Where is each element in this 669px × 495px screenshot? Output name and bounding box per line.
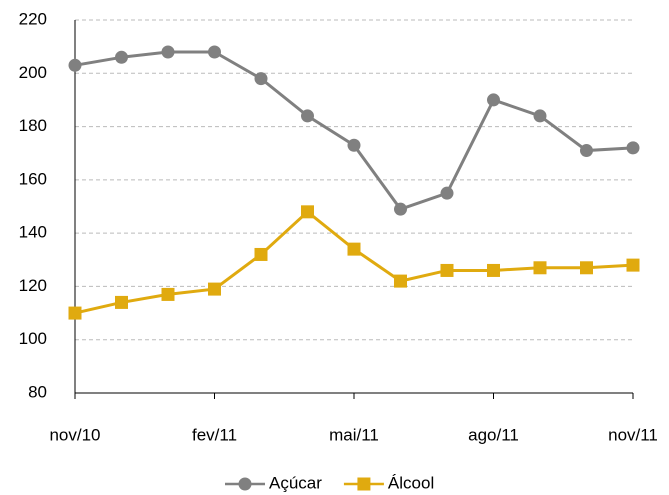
legend-label: Álcool: [388, 473, 434, 492]
data-point: [533, 261, 547, 275]
x-tick-label: ago/11: [468, 425, 519, 444]
data-point: [161, 45, 175, 59]
data-point: [440, 263, 454, 277]
series-line: [74, 50, 634, 211]
data-point: [487, 93, 500, 107]
data-point: [487, 263, 500, 277]
data-point: [626, 258, 640, 272]
y-tick-label: 200: [19, 63, 47, 82]
data-point: [115, 50, 128, 64]
legend-label: Açúcar: [269, 473, 322, 492]
legend-marker: [357, 477, 371, 491]
data-point: [68, 306, 82, 320]
data-point: [347, 138, 361, 152]
x-tick-label: fev/11: [192, 425, 237, 444]
data-point: [301, 205, 314, 219]
y-tick-label: 160: [19, 169, 47, 188]
x-tick-label: nov/11: [608, 425, 658, 444]
data-point: [115, 295, 128, 309]
data-point: [208, 282, 221, 296]
x-tick-label: nov/10: [49, 425, 100, 444]
data-point: [161, 287, 175, 301]
data-point: [208, 45, 221, 59]
legend-marker: [238, 477, 252, 491]
y-tick-label: 80: [28, 382, 47, 401]
data-point: [254, 72, 268, 86]
y-tick-label: 140: [19, 223, 47, 242]
data-point: [626, 141, 640, 155]
series-line: [74, 209, 634, 315]
data-point: [580, 144, 593, 158]
data-point: [254, 247, 268, 261]
data-point: [394, 274, 407, 288]
data-point: [301, 109, 314, 123]
data-point: [68, 58, 82, 72]
data-point: [394, 202, 407, 216]
data-point: [533, 109, 547, 123]
data-point: [580, 261, 593, 275]
y-tick-label: 100: [19, 329, 47, 348]
y-tick-label: 220: [19, 9, 47, 28]
y-tick-label: 180: [19, 116, 47, 135]
data-point: [440, 186, 454, 200]
data-point: [347, 242, 361, 256]
x-tick-label: mai/11: [329, 425, 379, 444]
y-tick-label: 120: [19, 276, 47, 295]
